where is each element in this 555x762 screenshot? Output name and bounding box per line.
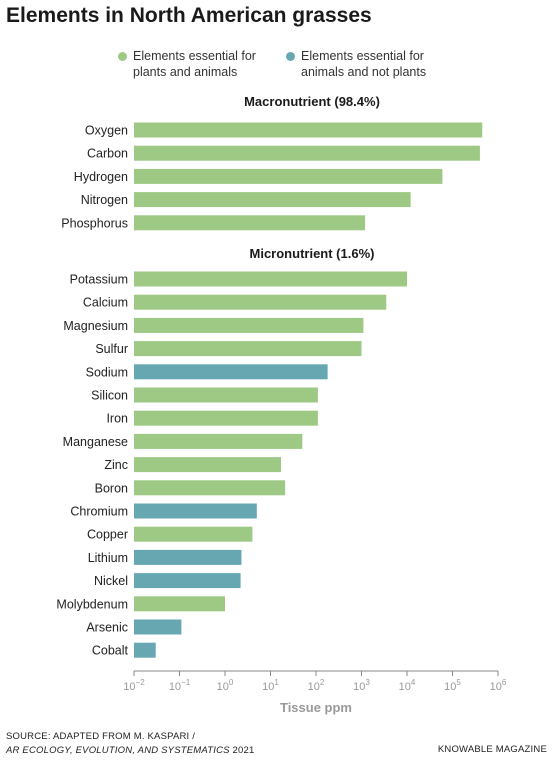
source-journal: AR ECOLOGY, EVOLUTION, AND SYSTEMATICS <box>6 745 230 756</box>
bar-potassium <box>134 271 407 287</box>
category-label: Hydrogen <box>74 170 128 184</box>
category-label: Zinc <box>104 458 128 472</box>
category-label: Copper <box>87 528 128 542</box>
category-label: Molybdenum <box>56 597 128 611</box>
bar-sodium <box>134 364 328 380</box>
chart-title: Elements in North American grasses <box>6 4 372 27</box>
source-year: 2021 <box>229 745 255 756</box>
x-tick-label: 100 <box>217 678 234 693</box>
category-label: Manganese <box>63 435 128 449</box>
x-tick-label: 101 <box>262 678 279 693</box>
x-tick-label: 10−2 <box>123 678 145 693</box>
bar-oxygen <box>134 122 483 138</box>
category-label: Sulfur <box>95 342 128 356</box>
bar-cobalt <box>134 642 156 658</box>
category-label: Arsenic <box>86 621 128 635</box>
source-note: SOURCE: ADAPTED FROM M. KASPARI / AR ECO… <box>6 730 254 758</box>
bar-zinc <box>134 457 281 473</box>
category-label: Oxygen <box>85 124 128 138</box>
publisher-credit: KNOWABLE MAGAZINE <box>437 744 547 755</box>
category-label: Chromium <box>70 505 128 519</box>
bar-magnesium <box>134 317 364 333</box>
category-label: Nitrogen <box>81 193 128 207</box>
bar-arsenic <box>134 619 182 635</box>
category-label: Lithium <box>88 551 128 565</box>
legend-swatch-teal <box>286 52 295 61</box>
bar-carbon <box>134 145 480 161</box>
x-tick-label: 10−1 <box>169 678 191 693</box>
bar-iron <box>134 410 318 426</box>
category-label: Silicon <box>91 389 128 403</box>
bar-manganese <box>134 433 303 449</box>
category-label: Potassium <box>70 273 128 287</box>
legend-swatch-green <box>118 52 127 61</box>
category-label: Sodium <box>86 365 128 379</box>
bar-nickel <box>134 573 241 589</box>
x-tick-label: 106 <box>490 678 507 693</box>
category-label: Boron <box>95 481 128 495</box>
bar-phosphorus <box>134 215 366 231</box>
category-label: Magnesium <box>63 319 128 333</box>
bar-silicon <box>134 387 318 403</box>
x-tick-label: 102 <box>308 678 325 693</box>
category-label: Phosphorus <box>61 216 128 230</box>
group-header: Micronutrient (1.6%) <box>250 246 375 261</box>
source-line-1: SOURCE: ADAPTED FROM M. KASPARI / <box>6 731 196 742</box>
category-label: Calcium <box>83 296 128 310</box>
x-tick-label: 105 <box>444 678 461 693</box>
category-label: Cobalt <box>92 644 129 658</box>
legend-label: Elements essential for plants and animal… <box>133 49 256 79</box>
bar-chromium <box>134 503 257 519</box>
bar-calcium <box>134 294 387 310</box>
bar-chart: Macronutrient (98.4%) Oxygen Carbon Hydroge… <box>56 94 507 715</box>
category-label: Nickel <box>94 574 128 588</box>
bar-copper <box>134 526 253 542</box>
group-header: Macronutrient (98.4%) <box>244 94 380 109</box>
bar-boron <box>134 480 286 496</box>
bar-lithium <box>134 549 242 565</box>
x-tick-label: 103 <box>353 678 370 693</box>
source-line-2: AR ECOLOGY, EVOLUTION, AND SYSTEMATICS 2… <box>6 744 254 758</box>
bar-sulfur <box>134 341 362 357</box>
legend-label: Elements essential for animals and not p… <box>301 49 427 79</box>
x-axis-label: Tissue ppm <box>280 700 352 715</box>
bar-nitrogen <box>134 192 411 208</box>
category-label: Iron <box>106 412 128 426</box>
bar-hydrogen <box>134 168 443 184</box>
bar-molybdenum <box>134 596 225 612</box>
x-tick-label: 104 <box>399 678 416 693</box>
category-label: Carbon <box>87 147 128 161</box>
